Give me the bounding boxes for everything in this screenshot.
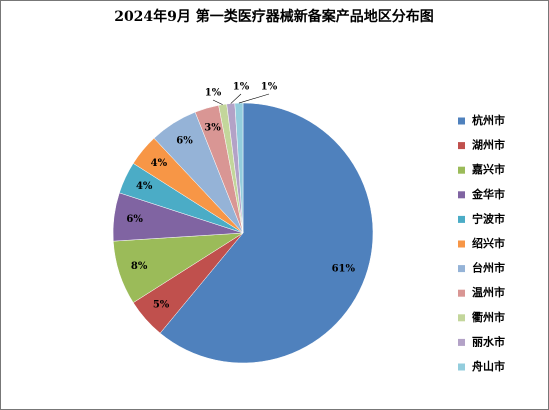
leader-line bbox=[230, 93, 242, 104]
data-label: 1% bbox=[205, 88, 222, 99]
legend-label: 宁波市 bbox=[472, 211, 505, 225]
data-label: 3% bbox=[204, 123, 221, 134]
data-label: 1% bbox=[233, 82, 250, 93]
legend-label: 衢州市 bbox=[472, 310, 505, 324]
legend-swatch bbox=[458, 166, 465, 174]
legend-swatch bbox=[458, 338, 465, 346]
legend-swatch bbox=[458, 289, 465, 297]
data-label: 61% bbox=[332, 264, 356, 275]
legend-swatch bbox=[458, 215, 465, 223]
legend-label: 杭州市 bbox=[472, 113, 505, 127]
data-label: 1% bbox=[261, 82, 278, 93]
legend-label: 舟山市 bbox=[472, 359, 505, 373]
pie-slice bbox=[159, 102, 374, 364]
legend-label: 绍兴市 bbox=[472, 236, 505, 250]
legend-swatch bbox=[458, 265, 465, 273]
chart-title: 2024年9月 第一类医疗器械新备案产品地区分布图 bbox=[114, 8, 434, 25]
pie-slice bbox=[234, 102, 244, 234]
data-label: 8% bbox=[131, 261, 148, 272]
data-label: 4% bbox=[151, 158, 168, 169]
legend-swatch bbox=[458, 191, 465, 199]
legend-swatch bbox=[458, 240, 465, 248]
legend-label: 金华市 bbox=[471, 187, 505, 201]
legend-label: 嘉兴市 bbox=[471, 162, 505, 176]
leader-line bbox=[238, 93, 270, 104]
legend-swatch bbox=[458, 314, 465, 322]
legend-swatch bbox=[458, 142, 465, 150]
legend-label: 湖州市 bbox=[472, 138, 505, 152]
data-label: 4% bbox=[136, 181, 153, 192]
legend-label: 丽水市 bbox=[472, 334, 505, 348]
legend-label: 温州市 bbox=[472, 285, 505, 299]
data-label: 6% bbox=[176, 135, 193, 146]
data-label: 6% bbox=[126, 214, 143, 225]
leader-line bbox=[212, 99, 223, 105]
data-label: 5% bbox=[153, 300, 170, 311]
legend-swatch bbox=[458, 117, 465, 125]
legend-label: 台州市 bbox=[472, 261, 505, 275]
legend-swatch bbox=[458, 363, 465, 371]
